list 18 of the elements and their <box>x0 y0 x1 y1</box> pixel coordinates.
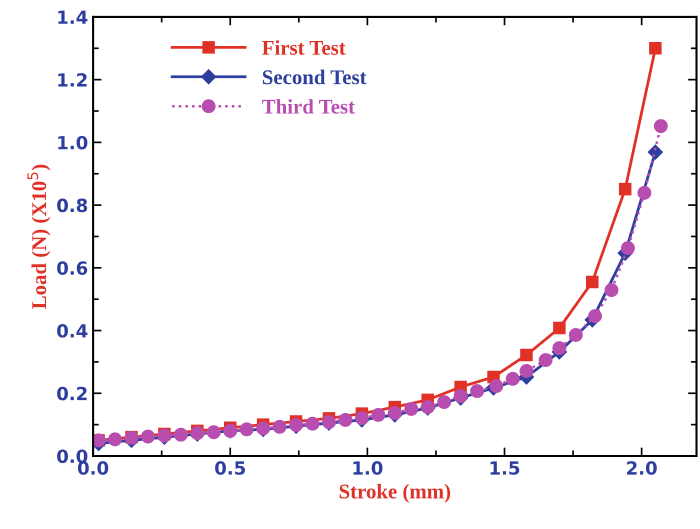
y-tick-label: 0.2 <box>57 386 87 400</box>
x-tick-label: 0.5 <box>215 461 245 475</box>
y-tick-label: 0.8 <box>57 198 88 212</box>
x-tick-label: 1.5 <box>490 461 520 475</box>
y-tick-label: 0.6 <box>57 261 88 275</box>
y-tick-label: 0.0 <box>57 449 88 464</box>
y-tick-label: 1.4 <box>58 10 88 24</box>
legend-label: Third Test <box>262 99 355 114</box>
legend-label: Second Test <box>262 70 366 84</box>
y-tick-label: 1.2 <box>58 73 87 87</box>
x-axis-title: Stroke (mm) <box>340 484 450 503</box>
y-tick-label: 0.4 <box>57 324 88 338</box>
x-tick-label: 0.0 <box>78 461 108 475</box>
x-tick-label: 1.0 <box>353 461 382 475</box>
legend-label: First Test <box>262 40 346 55</box>
y-axis-title: Load (N) (X10$^{5}$) <box>27 164 50 309</box>
x-tick-label: 2.0 <box>627 461 657 475</box>
y-tick-label: 1.0 <box>58 136 88 150</box>
